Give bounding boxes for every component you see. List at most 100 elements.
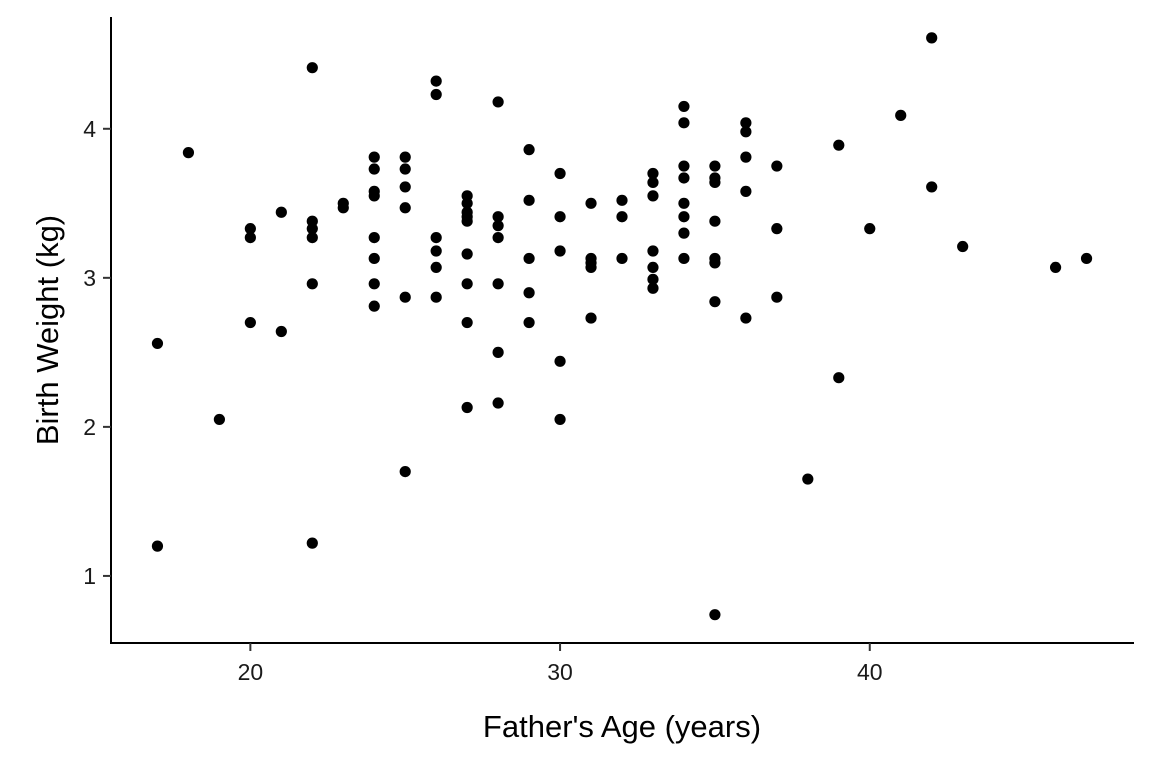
data-points bbox=[151, 32, 1093, 621]
data-point bbox=[554, 355, 566, 367]
data-point bbox=[244, 231, 256, 244]
data-point bbox=[523, 287, 535, 299]
data-point bbox=[616, 211, 628, 223]
data-point bbox=[461, 215, 473, 227]
data-point bbox=[833, 372, 845, 384]
y-tick-label: 1 bbox=[83, 563, 96, 589]
data-point bbox=[833, 139, 845, 151]
data-point bbox=[740, 185, 752, 197]
y-tick-label: 3 bbox=[83, 265, 96, 291]
data-point bbox=[647, 245, 659, 257]
data-point bbox=[678, 252, 690, 265]
data-point bbox=[1080, 252, 1093, 265]
data-point bbox=[430, 291, 442, 303]
data-point bbox=[182, 147, 195, 159]
data-point bbox=[492, 220, 504, 232]
data-point bbox=[647, 190, 659, 202]
data-point bbox=[678, 160, 690, 172]
data-point bbox=[647, 167, 659, 180]
x-axis-ticks: 20 30 40 bbox=[238, 643, 883, 685]
data-point bbox=[740, 151, 752, 163]
data-point bbox=[461, 401, 473, 414]
data-point bbox=[926, 181, 938, 193]
data-point bbox=[895, 109, 907, 121]
data-point bbox=[709, 257, 721, 269]
data-point bbox=[554, 211, 566, 223]
y-tick-label: 2 bbox=[83, 414, 96, 440]
data-point bbox=[368, 151, 380, 163]
data-point bbox=[957, 240, 969, 253]
data-point bbox=[368, 278, 380, 290]
data-point bbox=[430, 231, 442, 244]
data-point bbox=[492, 278, 504, 290]
data-point bbox=[399, 163, 411, 175]
data-point bbox=[523, 194, 535, 206]
data-point bbox=[461, 316, 473, 329]
data-point bbox=[430, 75, 442, 87]
data-point bbox=[492, 96, 504, 108]
data-point bbox=[616, 252, 628, 265]
data-point bbox=[399, 291, 411, 303]
data-point bbox=[399, 181, 411, 193]
x-tick-label: 40 bbox=[857, 659, 883, 685]
data-point bbox=[678, 172, 690, 184]
data-point bbox=[647, 261, 659, 273]
data-point bbox=[368, 190, 380, 202]
data-point bbox=[430, 245, 442, 257]
data-point bbox=[399, 151, 411, 163]
data-point bbox=[771, 160, 783, 172]
data-point bbox=[151, 540, 164, 552]
data-point bbox=[647, 273, 659, 285]
data-point bbox=[678, 117, 690, 129]
data-point bbox=[368, 231, 380, 244]
data-point bbox=[554, 245, 566, 257]
data-point bbox=[306, 537, 318, 549]
data-point bbox=[647, 176, 659, 189]
data-point bbox=[275, 206, 287, 218]
data-point bbox=[709, 296, 721, 308]
data-point bbox=[461, 197, 473, 209]
data-point bbox=[244, 223, 256, 235]
data-point bbox=[554, 167, 566, 180]
data-point bbox=[864, 223, 876, 235]
data-point bbox=[709, 215, 721, 227]
x-tick-label: 20 bbox=[238, 659, 264, 685]
data-point bbox=[585, 261, 597, 273]
x-axis-title: Father's Age (years) bbox=[483, 709, 761, 744]
data-point bbox=[678, 100, 690, 113]
data-point bbox=[368, 163, 380, 175]
data-point bbox=[492, 231, 504, 244]
data-point bbox=[585, 197, 597, 209]
data-point bbox=[709, 160, 721, 172]
data-point bbox=[523, 252, 535, 265]
data-point bbox=[368, 252, 380, 265]
data-point bbox=[244, 316, 256, 329]
data-point bbox=[554, 413, 566, 426]
data-point bbox=[399, 465, 411, 478]
data-point bbox=[399, 202, 411, 214]
data-point bbox=[678, 197, 690, 209]
y-axis-title: Birth Weight (kg) bbox=[30, 215, 65, 445]
data-point bbox=[678, 211, 690, 223]
data-point bbox=[1049, 261, 1062, 273]
data-point bbox=[337, 202, 349, 214]
data-point bbox=[492, 397, 504, 409]
data-point bbox=[213, 413, 225, 426]
data-point bbox=[771, 291, 783, 303]
data-point bbox=[275, 325, 287, 338]
x-tick-label: 30 bbox=[547, 659, 573, 685]
data-point bbox=[306, 278, 318, 290]
data-point bbox=[616, 194, 628, 206]
data-point bbox=[306, 62, 318, 74]
data-point bbox=[740, 312, 752, 324]
data-point bbox=[151, 337, 164, 350]
data-point bbox=[802, 473, 814, 485]
data-point bbox=[709, 609, 721, 621]
data-point bbox=[585, 312, 597, 324]
data-point bbox=[926, 32, 938, 44]
data-point bbox=[678, 227, 690, 239]
data-point bbox=[461, 248, 473, 260]
data-point bbox=[709, 176, 721, 189]
data-point bbox=[430, 261, 442, 273]
